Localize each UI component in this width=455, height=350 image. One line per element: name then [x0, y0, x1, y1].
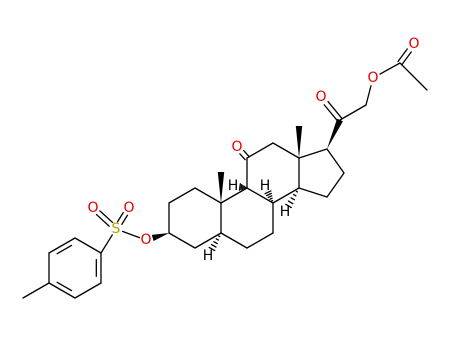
bond [246, 187, 274, 204]
atom-label: O [315, 89, 326, 105]
atom-label: O [123, 200, 134, 216]
bond [56, 244, 73, 255]
bond [217, 172, 225, 203]
bond [151, 233, 169, 242]
bond [397, 48, 408, 63]
bond [220, 187, 248, 204]
bond [208, 246, 216, 252]
bond [99, 210, 114, 224]
bond [298, 187, 328, 198]
bond [327, 100, 343, 120]
atom-label: O [140, 232, 151, 248]
bond [56, 281, 73, 292]
atom-label: O [231, 139, 242, 155]
atom-label: O [367, 70, 378, 86]
bond [272, 187, 300, 204]
atom-label: O [87, 200, 98, 216]
bond [194, 232, 222, 249]
bond [295, 126, 303, 158]
bond [326, 172, 345, 198]
atom-label: S [112, 221, 121, 237]
bond [272, 142, 300, 159]
bond [74, 282, 102, 299]
bond [74, 237, 102, 254]
bond [241, 184, 244, 190]
atom-label: H [203, 248, 214, 264]
bond [399, 62, 428, 91]
bond [287, 200, 294, 205]
atom-label: H [260, 178, 271, 194]
bond [220, 232, 248, 249]
bond [217, 235, 221, 238]
bond [264, 190, 272, 195]
bond [242, 149, 250, 157]
bond [295, 190, 299, 193]
atom-labels: O O O O O O O S H H H H [87, 36, 419, 264]
atom-label: O [408, 36, 419, 52]
bond [290, 197, 296, 201]
bond [121, 230, 141, 239]
bond [365, 85, 372, 106]
bond [267, 195, 273, 199]
bond [266, 192, 272, 197]
bond [121, 214, 129, 226]
bond [168, 187, 196, 204]
bond [95, 213, 110, 227]
bond [238, 183, 242, 191]
bond [246, 142, 274, 159]
bond [379, 62, 401, 75]
bond [100, 234, 113, 254]
bond [239, 153, 246, 161]
bond [269, 197, 273, 200]
bond [293, 193, 297, 197]
bond [285, 203, 292, 209]
bond [22, 282, 50, 299]
bond [48, 282, 76, 299]
bond [210, 243, 217, 248]
bond [194, 187, 222, 204]
bond [246, 232, 274, 249]
bond [116, 211, 124, 223]
bond [240, 184, 243, 191]
bonds [22, 48, 428, 299]
bond [323, 104, 339, 123]
bond [401, 51, 412, 66]
atom-label: H [280, 204, 291, 220]
bond [298, 148, 328, 159]
atom-label: H [228, 178, 239, 194]
bond [270, 199, 274, 202]
bond [215, 238, 220, 241]
bond [326, 148, 345, 174]
bond [327, 118, 343, 149]
bond [168, 232, 196, 249]
bond [213, 241, 218, 245]
bond [339, 104, 367, 121]
bond [48, 237, 76, 254]
